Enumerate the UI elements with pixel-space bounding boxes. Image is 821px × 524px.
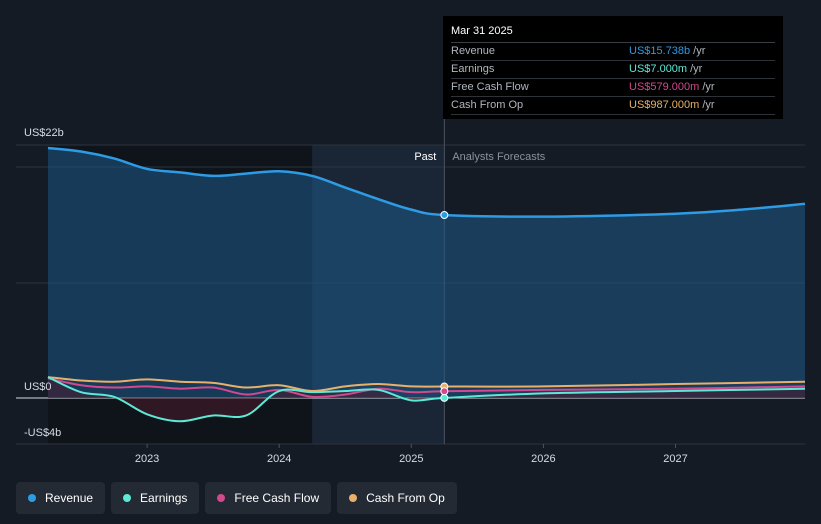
legend-label: Free Cash Flow	[234, 491, 320, 505]
tooltip-unit: /yr	[693, 45, 706, 57]
legend-label: Earnings	[140, 491, 188, 505]
legend-item-free-cash-flow[interactable]: Free Cash Flow	[205, 482, 332, 514]
legend-dot-icon	[28, 494, 36, 502]
free-cash-flow-line	[47, 377, 806, 399]
earnings-line	[47, 376, 806, 423]
tooltip-unit: /yr	[702, 81, 715, 93]
legend-label: Revenue	[45, 491, 94, 505]
legend-dot-icon	[123, 494, 132, 502]
tooltip-value: US$987.000m	[629, 99, 700, 111]
tooltip-row-free-cash-flow: Free Cash Flow US$579.000m /yr	[451, 79, 775, 97]
tooltip-unit: /yr	[702, 99, 715, 111]
tooltip-value: US$15.738b	[629, 45, 691, 57]
x-tick-label: 2023	[135, 453, 159, 465]
tooltip-row-cash-from-op: Cash From Op US$987.000m /yr	[451, 97, 775, 115]
legend-label: Cash From Op	[366, 491, 445, 505]
revenue-marker	[440, 211, 449, 219]
legend-item-cash-from-op[interactable]: Cash From Op	[337, 482, 457, 514]
legend-dot-icon	[349, 494, 358, 502]
legend: Revenue Earnings Free Cash Flow Cash Fro…	[16, 482, 457, 514]
tooltip-label: Revenue	[451, 45, 496, 57]
series-markers	[440, 211, 449, 402]
x-tick-label: 2027	[663, 453, 687, 465]
tooltip-date: Mar 31 2025	[451, 22, 775, 43]
y-tick-label: US$22b	[24, 127, 64, 139]
tooltip: Mar 31 2025 Revenue US$15.738b /yr Earni…	[443, 16, 783, 119]
revenue-line	[47, 146, 806, 218]
past-label: Past	[414, 151, 436, 163]
tooltip-value: US$7.000m	[629, 63, 688, 75]
y-tick-label: US$0	[24, 381, 52, 393]
free-cash-flow-marker	[440, 387, 449, 396]
tooltip-label: Free Cash Flow	[451, 81, 529, 93]
series-lines	[47, 146, 806, 423]
tooltip-unit: /yr	[690, 63, 703, 75]
x-tick-label: 2026	[531, 453, 555, 465]
tooltip-label: Earnings	[451, 63, 495, 75]
tooltip-row-earnings: Earnings US$7.000m /yr	[451, 61, 775, 79]
tooltip-value: US$579.000m	[629, 81, 700, 93]
legend-item-earnings[interactable]: Earnings	[111, 482, 200, 514]
y-tick-label: -US$4b	[24, 427, 61, 439]
forecast-label: Analysts Forecasts	[452, 151, 545, 163]
legend-dot-icon	[217, 494, 226, 502]
tooltip-row-revenue: Revenue US$15.738b /yr	[451, 43, 775, 61]
earnings-marker	[440, 393, 449, 402]
legend-item-revenue[interactable]: Revenue	[16, 482, 106, 514]
tooltip-label: Cash From Op	[451, 99, 524, 111]
x-tick-label: 2025	[399, 453, 423, 465]
axis-labels: US$22b US$0 -US$4b 2023 2024 2025 2026 2027 Past…	[24, 127, 688, 465]
revenue-area-fill	[48, 148, 805, 398]
x-tick-label: 2024	[267, 453, 291, 465]
cash-from-op-line	[47, 376, 806, 393]
